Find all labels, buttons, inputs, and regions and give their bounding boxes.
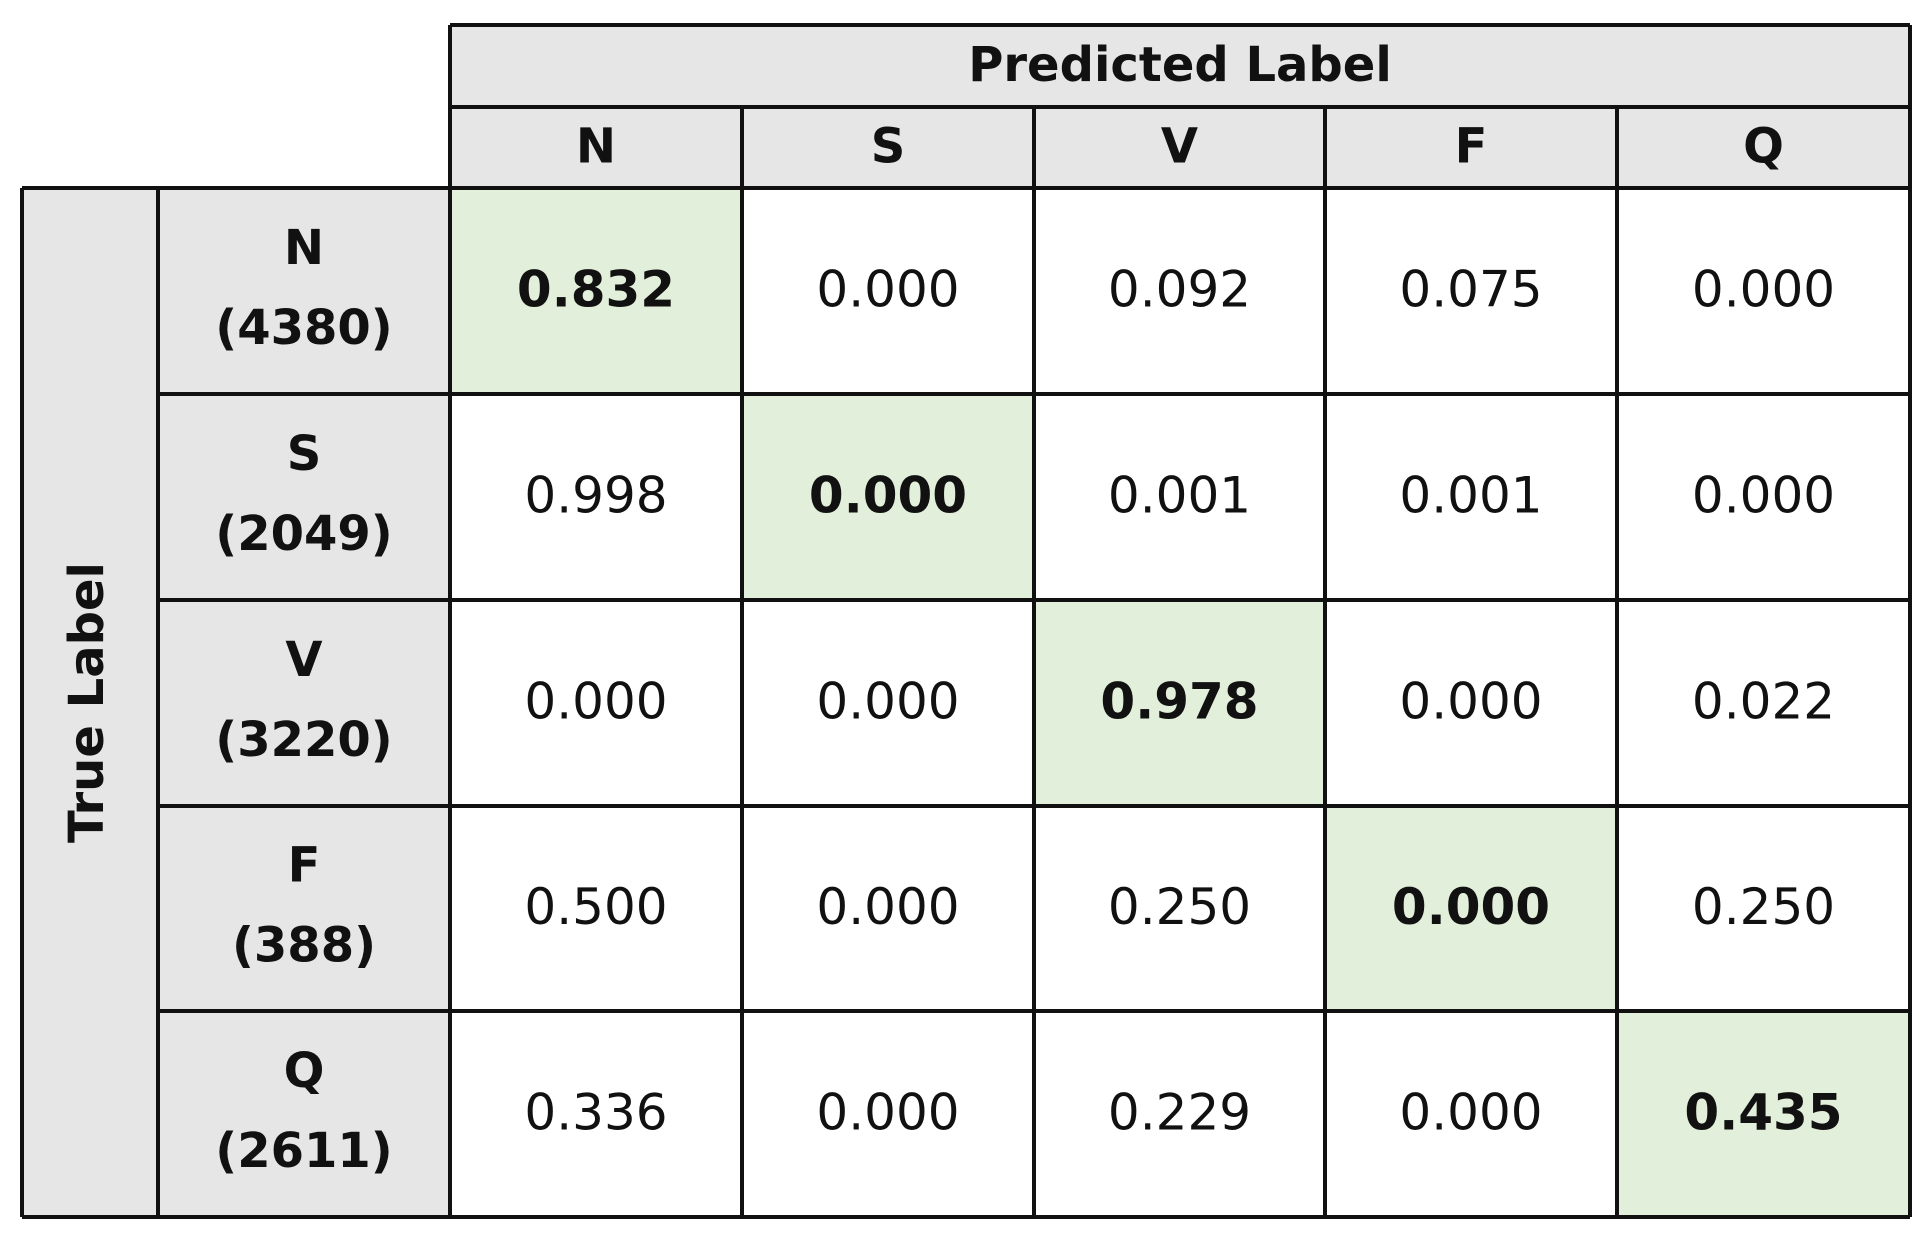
diagonal-cell-bg bbox=[742, 394, 1034, 600]
matrix-cell: 0.000 bbox=[816, 1084, 959, 1142]
row-count: (3220) bbox=[215, 712, 392, 768]
column-header: S bbox=[871, 119, 906, 175]
diagonal-cell-bg bbox=[1617, 1011, 1910, 1217]
side-bg bbox=[22, 188, 450, 1217]
header-title: Predicted Label bbox=[968, 37, 1392, 93]
matrix-cell: 0.998 bbox=[524, 467, 667, 525]
column-header: N bbox=[576, 119, 616, 175]
row-label: S bbox=[287, 426, 322, 482]
matrix-cell: 0.000 bbox=[1399, 673, 1542, 731]
matrix-cell: 0.000 bbox=[1392, 878, 1550, 936]
matrix-cell: 0.435 bbox=[1684, 1084, 1842, 1142]
matrix-cell: 0.000 bbox=[809, 467, 967, 525]
matrix-cell: 0.336 bbox=[524, 1084, 667, 1142]
row-label: N bbox=[284, 220, 324, 276]
row-label: V bbox=[285, 632, 322, 688]
matrix-cell: 0.000 bbox=[1692, 467, 1835, 525]
column-header: F bbox=[1455, 119, 1488, 175]
matrix-cell: 0.250 bbox=[1692, 878, 1835, 936]
row-label: Q bbox=[284, 1043, 325, 1099]
matrix-cell: 0.000 bbox=[1692, 261, 1835, 319]
row-label: F bbox=[288, 838, 321, 894]
row-count: (388) bbox=[232, 918, 376, 974]
column-header: V bbox=[1161, 119, 1198, 175]
matrix-cell: 0.000 bbox=[816, 878, 959, 936]
matrix-cell: 0.022 bbox=[1692, 673, 1835, 731]
matrix-cell: 0.000 bbox=[1399, 1084, 1542, 1142]
row-count: (4380) bbox=[215, 300, 392, 356]
column-header: Q bbox=[1743, 119, 1784, 175]
matrix-cell: 0.000 bbox=[816, 261, 959, 319]
matrix-cell: 0.832 bbox=[517, 261, 675, 319]
matrix-cell: 0.250 bbox=[1108, 878, 1251, 936]
diagonal-cell-bg bbox=[1034, 600, 1325, 806]
row-count: (2611) bbox=[215, 1123, 392, 1179]
diagonal-cell-bg bbox=[450, 188, 742, 394]
matrix-cell: 0.000 bbox=[524, 673, 667, 731]
diagonal-cell-bg bbox=[1325, 806, 1617, 1011]
matrix-cell: 0.001 bbox=[1108, 467, 1251, 525]
matrix-cell: 0.978 bbox=[1100, 673, 1258, 731]
matrix-cell: 0.229 bbox=[1108, 1084, 1251, 1142]
matrix-cell: 0.001 bbox=[1399, 467, 1542, 525]
matrix-cell: 0.075 bbox=[1399, 261, 1542, 319]
side-title: True Label bbox=[59, 562, 115, 843]
row-count: (2049) bbox=[215, 506, 392, 562]
matrix-cell: 0.000 bbox=[816, 673, 959, 731]
matrix-cell: 0.092 bbox=[1108, 261, 1251, 319]
matrix-cell: 0.500 bbox=[524, 878, 667, 936]
